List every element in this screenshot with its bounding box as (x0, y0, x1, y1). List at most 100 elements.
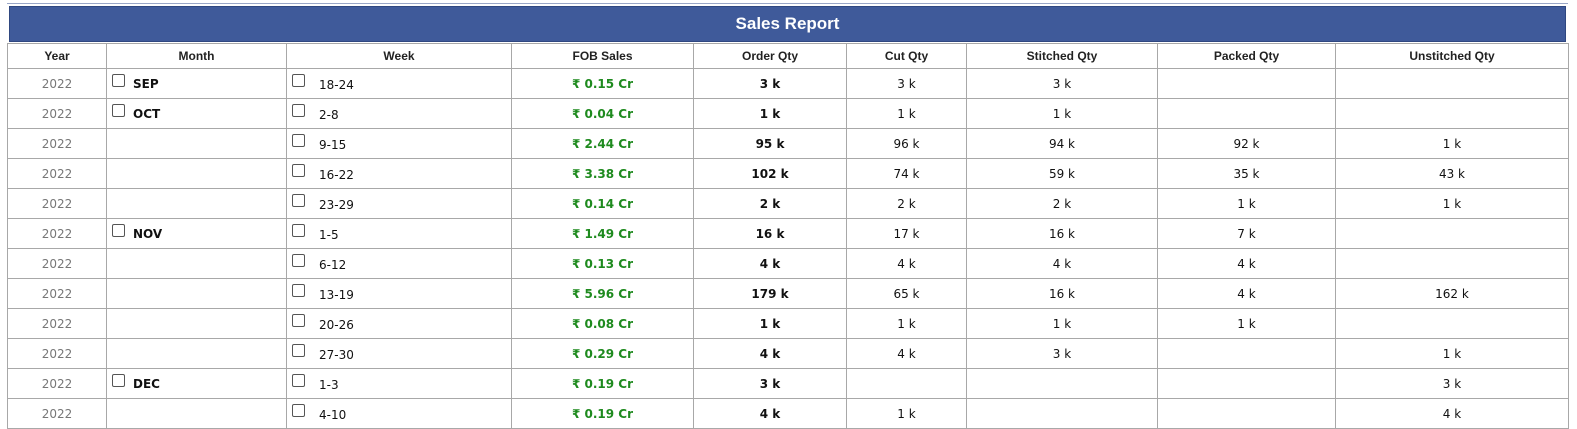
week-cell: 16-22 (286, 158, 512, 189)
col-header-order-qty[interactable]: Order Qty (693, 43, 847, 69)
week-label: 18-24 (319, 77, 354, 92)
cut-qty-cell: 96 k (846, 128, 967, 159)
order-qty-cell: 4 k (693, 248, 847, 279)
packed-qty-cell (1157, 398, 1336, 429)
week-checkbox[interactable] (292, 134, 305, 148)
packed-qty-cell (1157, 338, 1336, 369)
order-qty-cell: 102 k (693, 158, 847, 189)
year-cell: 2022 (7, 248, 107, 279)
order-qty-cell: 179 k (693, 278, 847, 309)
order-qty-cell: 1 k (693, 98, 847, 129)
week-checkbox[interactable] (292, 224, 305, 238)
week-label: 16-22 (319, 167, 354, 182)
col-header-month[interactable]: Month (106, 43, 287, 69)
order-qty-cell: 4 k (693, 338, 847, 369)
week-checkbox[interactable] (292, 74, 305, 88)
week-checkbox[interactable] (292, 344, 305, 358)
week-cell: 6-12 (286, 248, 512, 279)
year-cell: 2022 (7, 278, 107, 309)
month-cell (106, 308, 287, 339)
week-checkbox[interactable] (292, 164, 305, 178)
col-header-cut-qty[interactable]: Cut Qty (846, 43, 967, 69)
stitched-qty-cell: 16 k (966, 218, 1158, 249)
col-header-packed-qty[interactable]: Packed Qty (1157, 43, 1336, 69)
week-label: 13-19 (319, 287, 354, 302)
week-label: 6-12 (319, 257, 347, 272)
month-checkbox[interactable] (112, 104, 125, 118)
week-checkbox[interactable] (292, 404, 305, 418)
stitched-qty-cell: 2 k (966, 188, 1158, 219)
cut-qty-cell: 1 k (846, 398, 967, 429)
cut-qty-cell: 4 k (846, 338, 967, 369)
week-label: 27-30 (319, 347, 354, 362)
unstitched-qty-cell: 1 k (1335, 188, 1569, 219)
order-qty-cell: 3 k (693, 68, 847, 99)
fob-sales-cell: ₹ 0.15 Cr (511, 68, 694, 99)
week-checkbox[interactable] (292, 284, 305, 298)
unstitched-qty-cell: 43 k (1335, 158, 1569, 189)
col-header-year[interactable]: Year (7, 43, 107, 69)
unstitched-qty-cell: 162 k (1335, 278, 1569, 309)
col-header-fob-sales[interactable]: FOB Sales (511, 43, 694, 69)
week-cell: 2-8 (286, 98, 512, 129)
stitched-qty-cell: 4 k (966, 248, 1158, 279)
stitched-qty-cell: 3 k (966, 338, 1158, 369)
stitched-qty-cell: 16 k (966, 278, 1158, 309)
month-checkbox[interactable] (112, 74, 125, 88)
month-label: NOV (133, 226, 163, 241)
week-label: 1-3 (319, 377, 339, 392)
year-cell: 2022 (7, 98, 107, 129)
month-checkbox[interactable] (112, 374, 125, 388)
header-row: Year Month Week FOB Sales Order Qty Cut … (7, 43, 1569, 69)
order-qty-cell: 1 k (693, 308, 847, 339)
table-row: 2022 16-22 ₹ 3.38 Cr 102 k 74 k 59 k 35 k 43 k (7, 158, 1569, 189)
unstitched-qty-cell: 3 k (1335, 368, 1569, 399)
week-checkbox[interactable] (292, 374, 305, 388)
packed-qty-cell (1157, 98, 1336, 129)
packed-qty-cell: 4 k (1157, 248, 1336, 279)
stitched-qty-cell (966, 398, 1158, 429)
stitched-qty-cell: 94 k (966, 128, 1158, 159)
year-cell: 2022 (7, 308, 107, 339)
week-checkbox[interactable] (292, 254, 305, 268)
month-cell: NOV (106, 218, 287, 249)
year-cell: 2022 (7, 158, 107, 189)
packed-qty-cell: 35 k (1157, 158, 1336, 189)
unstitched-qty-cell (1335, 248, 1569, 279)
unstitched-qty-cell: 1 k (1335, 128, 1569, 159)
col-header-week[interactable]: Week (286, 43, 512, 69)
week-cell: 18-24 (286, 68, 512, 99)
stitched-qty-cell: 59 k (966, 158, 1158, 189)
month-label: DEC (133, 376, 160, 391)
week-checkbox[interactable] (292, 104, 305, 118)
week-cell: 13-19 (286, 278, 512, 309)
month-checkbox[interactable] (112, 224, 125, 238)
week-cell: 1-5 (286, 218, 512, 249)
week-checkbox[interactable] (292, 194, 305, 208)
col-header-unstitched-qty[interactable]: Unstitched Qty (1335, 43, 1569, 69)
year-cell: 2022 (7, 188, 107, 219)
year-cell: 2022 (7, 338, 107, 369)
month-label: OCT (133, 106, 161, 121)
unstitched-qty-cell (1335, 68, 1569, 99)
month-cell: SEP (106, 68, 287, 99)
week-label: 1-5 (319, 227, 339, 242)
unstitched-qty-cell (1335, 98, 1569, 129)
month-cell: DEC (106, 368, 287, 399)
month-cell (106, 158, 287, 189)
fob-sales-cell: ₹ 0.04 Cr (511, 98, 694, 129)
cut-qty-cell: 74 k (846, 158, 967, 189)
stitched-qty-cell: 1 k (966, 98, 1158, 129)
cut-qty-cell: 1 k (846, 308, 967, 339)
week-checkbox[interactable] (292, 314, 305, 328)
col-header-stitched-qty[interactable]: Stitched Qty (966, 43, 1158, 69)
packed-qty-cell: 1 k (1157, 188, 1336, 219)
order-qty-cell: 95 k (693, 128, 847, 159)
